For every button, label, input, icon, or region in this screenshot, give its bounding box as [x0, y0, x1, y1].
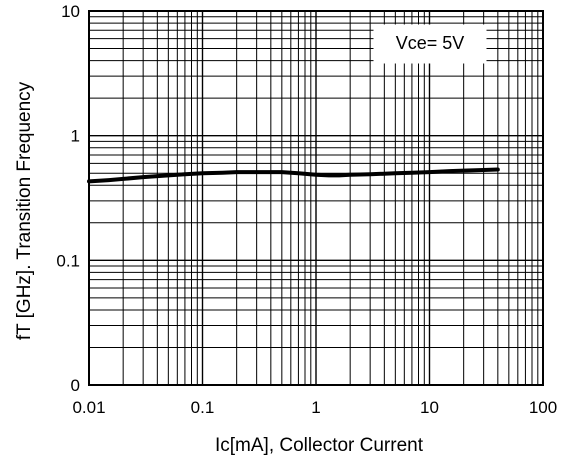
annotation: Vce= 5V — [373, 24, 487, 64]
annotation-label: Vce= 5V — [396, 33, 465, 53]
grid — [89, 11, 543, 385]
x-axis-label: Ic[mA], Collector Current — [215, 435, 424, 456]
x-tick-label: 10 — [420, 398, 439, 417]
x-tick-label: 0.1 — [191, 398, 215, 417]
x-tick-label: 0.01 — [72, 398, 105, 417]
plot-frame — [88, 10, 544, 386]
series-line — [87, 167, 500, 184]
y-tick-label: 10 — [61, 2, 80, 21]
y-tick-label: 1 — [71, 127, 80, 146]
annotation-box — [373, 24, 487, 64]
tick-labels: 0.01 0.1 1 10 100 0 0.1 1 10 — [56, 2, 557, 417]
y-tick-label: 0 — [71, 376, 80, 395]
y-tick-label: 0.1 — [56, 251, 80, 270]
x-tick-label: 100 — [529, 398, 557, 417]
y-axis-label: fT [GHz]. Transition Frequency — [14, 81, 35, 340]
x-tick-label: 1 — [311, 398, 320, 417]
series-layer — [87, 167, 500, 184]
